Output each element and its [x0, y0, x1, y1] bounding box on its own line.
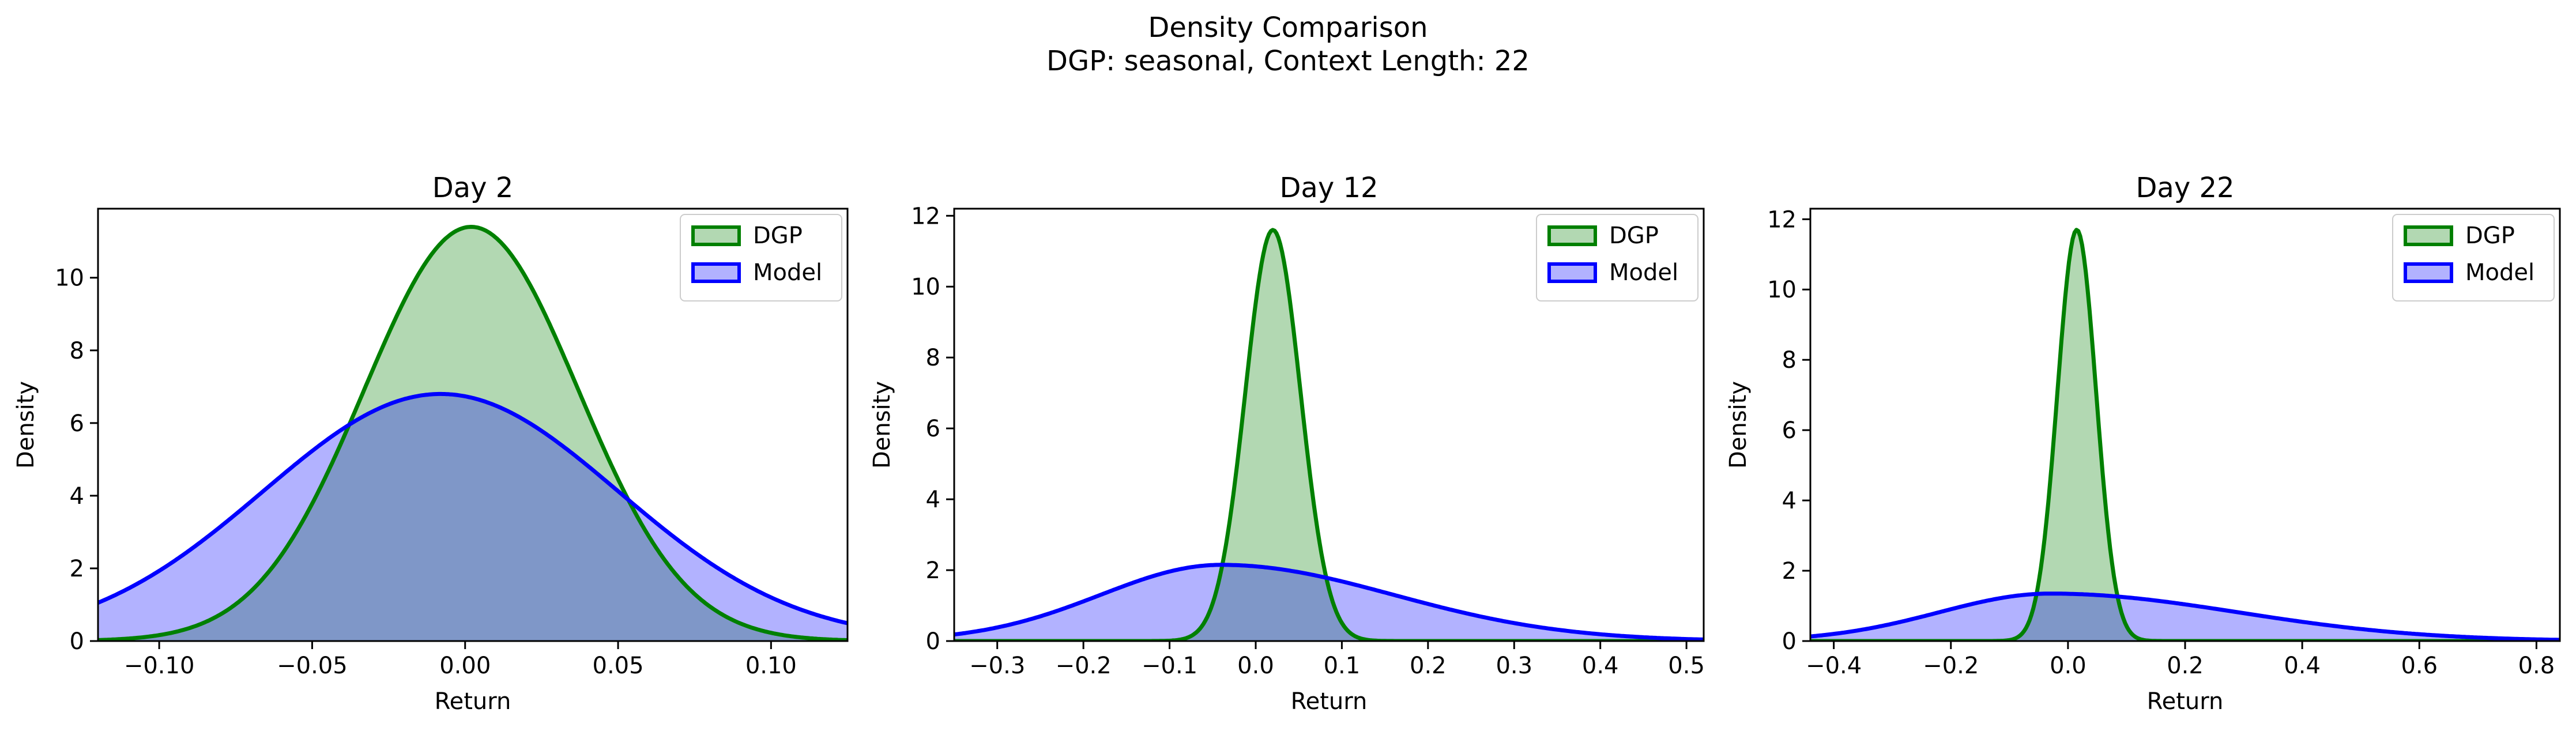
x-tick-label: 0.8 — [2518, 653, 2555, 679]
figure-subtitle: DGP: seasonal, Context Length: 22 — [1046, 45, 1530, 77]
model-area — [1810, 593, 2560, 641]
dgp-legend-swatch — [1547, 225, 1597, 246]
x-tick-label: −0.10 — [124, 653, 195, 679]
y-tick-label: 12 — [911, 203, 940, 229]
axes-frame — [953, 208, 1705, 642]
x-tick-label: −0.2 — [1923, 653, 1979, 679]
model-legend-swatch — [691, 262, 741, 283]
y-tick-label: 2 — [70, 556, 84, 582]
x-tick-label: −0.3 — [969, 653, 1025, 679]
legend: DGP Model — [1536, 214, 1698, 301]
x-tick-label: 0.10 — [745, 653, 797, 679]
x-tick-label: 0.4 — [1582, 653, 1619, 679]
x-tick-label: 0.6 — [2401, 653, 2438, 679]
model-legend-swatch — [2404, 262, 2453, 283]
panel-title: Day 22 — [2136, 172, 2234, 204]
axes-frame — [97, 208, 849, 642]
plot-area — [1810, 228, 2560, 641]
y-tick-label: 10 — [55, 265, 84, 292]
legend: DGP Model — [2392, 214, 2555, 301]
dgp-legend-label: DGP — [1609, 223, 1659, 249]
overlap-area — [98, 394, 848, 641]
x-tick-label: −0.4 — [1806, 653, 1862, 679]
plot-area — [98, 225, 848, 641]
x-tick-label: 0.2 — [2167, 653, 2204, 679]
y-tick-label: 0 — [70, 628, 84, 655]
y-axis-label: Density — [13, 381, 39, 469]
panel-3: −0.4 −0.2 0.0 0.2 0.4 0.6 0.8 0 2 4 6 8 10 12 Day 22 Re… — [1725, 172, 2561, 715]
panel-2: −0.3 −0.2 −0.1 0.0 0.1 0.2 0.3 0.4 0.5 0 2 4 6 8 10 12 D… — [869, 172, 1705, 715]
y-axis-label: Density — [869, 381, 895, 469]
y-tick-label: 6 — [926, 416, 940, 442]
legend: DGP Model — [680, 214, 842, 301]
dgp-curve — [954, 228, 1704, 641]
y-tick-label: 0 — [1782, 628, 1797, 655]
y-tick-label: 0 — [926, 628, 940, 655]
panel-title: Day 12 — [1279, 172, 1378, 204]
y-tick-label: 4 — [1782, 488, 1797, 514]
y-tick-label: 10 — [911, 274, 940, 300]
y-tick-label: 4 — [70, 483, 84, 510]
x-tick-label: 0.00 — [439, 653, 491, 679]
x-tick-label: −0.1 — [1142, 653, 1197, 679]
dgp-legend-swatch — [691, 225, 741, 246]
x-tick-label: 0.1 — [1324, 653, 1361, 679]
x-tick-label: 0.0 — [2050, 653, 2087, 679]
x-tick-label: 0.0 — [1237, 653, 1274, 679]
y-axis-label: Density — [1725, 381, 1752, 469]
y-tick-label: 8 — [1782, 347, 1797, 374]
x-tick-label: 0.3 — [1496, 653, 1532, 679]
y-tick-label: 10 — [1767, 277, 1797, 303]
x-axis-label: Return — [435, 688, 511, 715]
model-curve — [98, 391, 848, 625]
y-tick-label: 2 — [926, 557, 940, 584]
dgp-legend-label: DGP — [2465, 223, 2515, 249]
model-curve — [954, 563, 1704, 641]
y-tick-label: 8 — [70, 338, 84, 364]
y-tick-label: 6 — [70, 410, 84, 437]
x-tick-label: −0.2 — [1056, 653, 1112, 679]
model-legend-swatch — [1547, 262, 1597, 283]
model-legend-label: Model — [2465, 259, 2534, 286]
x-tick-label: 0.5 — [1668, 653, 1705, 679]
panel-1: −0.10 −0.05 0.00 0.05 0.10 0 2 4 6 8 10 Day 2 Return… — [13, 172, 849, 715]
overlap-area — [954, 564, 1704, 641]
model-legend-label: Model — [1609, 259, 1678, 286]
y-tick-label: 4 — [926, 487, 940, 513]
x-axis-label: Return — [2147, 688, 2224, 715]
x-tick-label: 0.05 — [593, 653, 644, 679]
y-tick-label: 6 — [1782, 417, 1797, 444]
panel-title: Day 2 — [432, 172, 514, 204]
figure-title: Density Comparison — [1148, 12, 1428, 44]
y-tick-label: 8 — [926, 345, 940, 371]
plot-area — [954, 228, 1704, 641]
x-axis-label: Return — [1291, 688, 1368, 715]
model-curve — [1810, 591, 2560, 641]
x-tick-label: 0.2 — [1410, 653, 1447, 679]
dgp-legend-label: DGP — [753, 223, 803, 249]
dgp-legend-swatch — [2404, 225, 2453, 246]
y-tick-label: 12 — [1767, 206, 1797, 233]
dgp-curve — [98, 225, 848, 641]
model-legend-label: Model — [753, 259, 822, 286]
x-tick-label: 0.4 — [2284, 653, 2321, 679]
x-tick-label: −0.05 — [277, 653, 348, 679]
y-tick-label: 2 — [1782, 558, 1797, 585]
